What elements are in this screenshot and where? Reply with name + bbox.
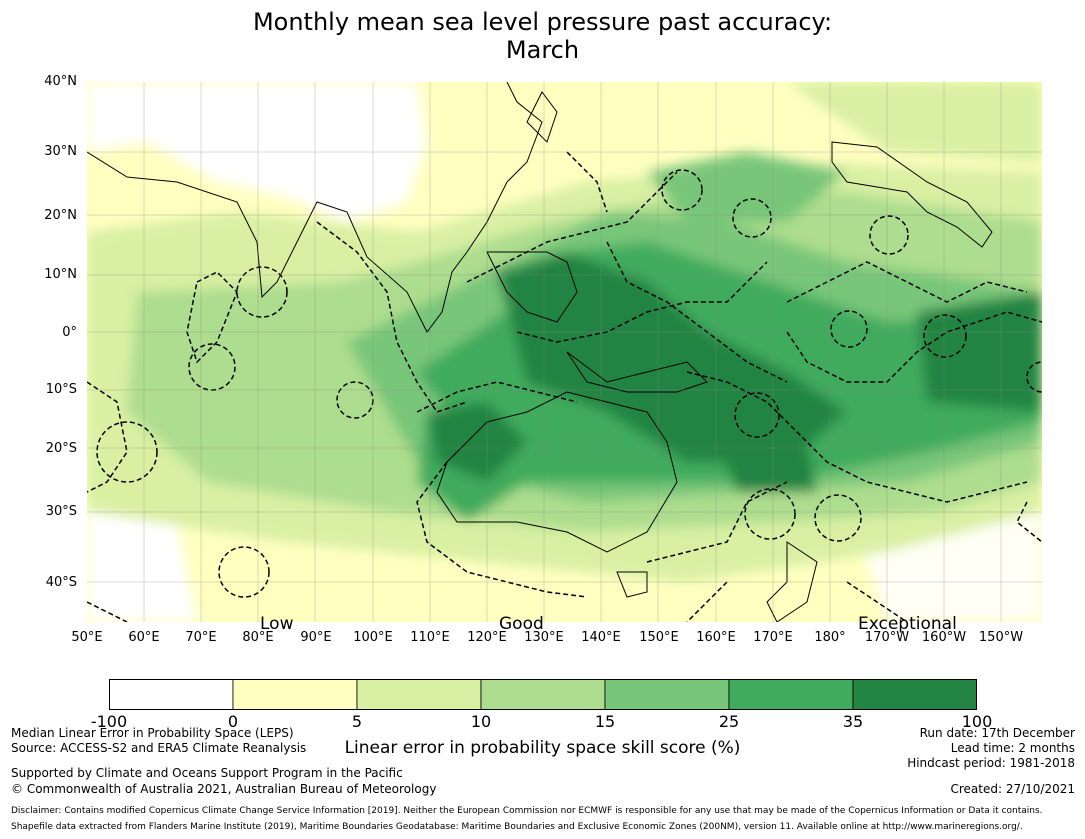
colorbar-swatch	[109, 679, 234, 710]
title-line-2: March	[505, 36, 580, 64]
colorbar-swatch	[356, 679, 482, 710]
graticule	[87, 82, 1042, 622]
lon-label: 130°E	[524, 630, 564, 645]
colorbar-swatch	[480, 679, 606, 710]
colorbar-tick: 35	[842, 712, 864, 731]
lat-label-40n: 40°N	[44, 74, 77, 89]
skill-label-good: Good	[499, 614, 544, 634]
colorbar-tick: 25	[718, 712, 740, 731]
footer-copyright: © Commonwealth of Australia 2021, Austra…	[11, 782, 437, 796]
footer-created: Created: 27/10/2021	[950, 782, 1075, 796]
skill-shading	[87, 82, 1042, 622]
colorbar-title: Linear error in probability space skill …	[344, 738, 741, 758]
lat-label-0: 0°	[62, 325, 77, 340]
footer-hindcast: Hindcast period: 1981-2018	[907, 756, 1075, 770]
colorbar-swatch	[852, 679, 977, 710]
footer-support: Supported by Climate and Oceans Support …	[11, 766, 403, 780]
lon-label: 120°E	[467, 630, 507, 645]
lat-label-40s: 40°S	[45, 575, 77, 590]
lat-label-30n: 30°N	[44, 144, 77, 159]
lat-label-20s: 20°S	[45, 441, 77, 456]
lon-label: 100°E	[353, 630, 393, 645]
lon-label: 180°	[814, 630, 846, 645]
colorbar	[109, 679, 977, 710]
lat-label-30s: 30°S	[45, 504, 77, 519]
lon-label: 70°E	[185, 630, 217, 645]
colorbar-tick: 0	[227, 712, 239, 731]
footer-source: Source: ACCESS-S2 and ERA5 Climate Reana…	[11, 741, 307, 755]
lat-label-10s: 10°S	[45, 382, 77, 397]
lon-label: 170°E	[753, 630, 793, 645]
colorbar-tick: 100	[961, 712, 993, 731]
colorbar-swatch	[604, 679, 730, 710]
lon-label: 90°E	[300, 630, 332, 645]
lon-label: 150°E	[639, 630, 679, 645]
lat-label-10n: 10°N	[44, 267, 77, 282]
title-line-1: Monthly mean sea level pressure past acc…	[252, 8, 833, 36]
lon-label: 80°E	[242, 630, 274, 645]
colorbar-tick: 5	[351, 712, 363, 731]
footer-run-date: Run date: 17th December	[919, 726, 1075, 740]
skill-label-low: Low	[260, 614, 294, 634]
eez-boundaries	[87, 151, 1042, 622]
lon-label: 150°W	[978, 630, 1024, 645]
lon-label: 160°W	[921, 630, 967, 645]
colorbar-tick: -100	[90, 712, 128, 731]
colorbar-tick: 10	[470, 712, 492, 731]
skill-label-exceptional: Exceptional	[858, 614, 957, 634]
lon-label: 110°E	[410, 630, 450, 645]
footer-lead-time: Lead time: 2 months	[950, 741, 1075, 755]
colorbar-tick: 15	[594, 712, 616, 731]
lon-label: 50°E	[71, 630, 103, 645]
lon-label: 140°E	[581, 630, 621, 645]
footer-shapefile-credit: Shapefile data extracted from Flanders M…	[11, 822, 1023, 832]
map-title: Monthly mean sea level pressure past acc…	[0, 8, 1085, 64]
lon-label: 60°E	[128, 630, 160, 645]
colorbar-swatch	[232, 679, 358, 710]
lon-label: 160°E	[696, 630, 736, 645]
lat-label-20n: 20°N	[44, 208, 77, 223]
skill-map	[87, 82, 1042, 622]
lon-label: 170°W	[864, 630, 910, 645]
footer-disclaimer: Disclaimer: Contains modified Copernicus…	[11, 806, 1043, 816]
colorbar-swatch	[728, 679, 854, 710]
footer-leps-note: Median Linear Error in Probability Space…	[11, 726, 294, 740]
